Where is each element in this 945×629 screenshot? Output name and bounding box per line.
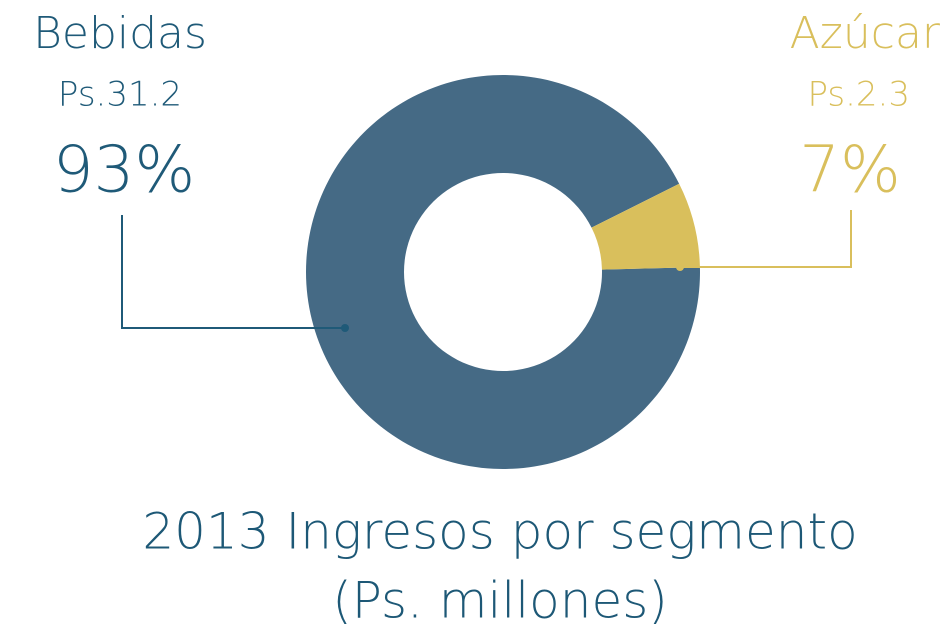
donut-slice [591,183,700,270]
value-label: 7% [799,134,901,208]
leader-dot [676,263,684,271]
chart-title: 2013 Ingresos por segmento [142,503,857,561]
category-label: Azúcar [790,8,941,59]
leader-line [121,215,345,329]
chart-subtitle: (Ps. millones) [332,572,668,629]
leader-dot [341,324,349,332]
amount-label: Ps.2.3 [808,75,911,115]
donut-slice [306,75,700,470]
amount-label: Ps.31.2 [58,75,182,115]
value-label: 93% [53,134,195,208]
leader-line [680,210,852,268]
category-label: Bebidas [33,8,207,59]
